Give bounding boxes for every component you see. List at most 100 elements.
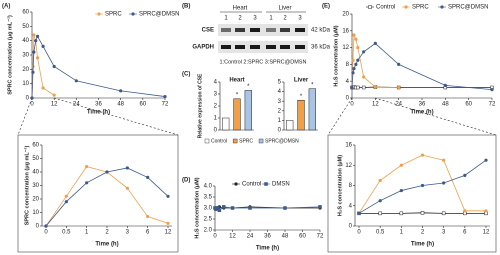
data-point [443, 83, 447, 87]
y-tick-label: 2.0 [204, 228, 213, 234]
bar [297, 99, 305, 131]
lane-label: 1 [269, 16, 273, 22]
x-tick-label: 72 [317, 234, 324, 240]
y-tick-label: 3 [278, 99, 282, 105]
x-tick-label: 1 [400, 230, 404, 236]
legend-swatch [232, 138, 238, 144]
y-axis-label: SPRC concentration (μg mL⁻¹) [6, 15, 13, 95]
blot-strip [218, 24, 308, 36]
data-point [440, 5, 444, 9]
data-point [484, 209, 488, 213]
data-point [378, 211, 382, 216]
y-axis-label: Relative expression of CSE [197, 73, 203, 138]
y-tick-label: 0 [349, 224, 353, 230]
legend-label: SPRC [105, 12, 122, 18]
y-tick-label: 60 [22, 10, 29, 16]
x-axis-label: Time (h) [87, 110, 110, 116]
data-point [35, 56, 40, 60]
series-line [351, 34, 399, 88]
y-tick-label: 60 [32, 143, 39, 149]
y-tick-label: 2.5 [204, 217, 213, 223]
bar [286, 120, 294, 131]
data-point [264, 182, 268, 186]
x-tick-label: 0 [44, 230, 48, 236]
data-point [351, 71, 355, 75]
data-point [163, 94, 167, 99]
data-point [35, 34, 40, 38]
y-tick-label: 4 [278, 89, 282, 95]
legend-label: Control [211, 138, 227, 144]
y-axis-label: H₂S concentration (μM) [194, 177, 200, 238]
data-point [441, 211, 446, 216]
y-tick-label: 50 [32, 156, 39, 162]
y-tick-label: 20 [342, 12, 349, 18]
data-point [351, 58, 355, 62]
tissue-label: Liver [278, 6, 291, 12]
x-axis-label: Time (h) [410, 110, 433, 116]
data-point [420, 153, 425, 157]
y-tick-label: 12 [345, 163, 352, 169]
x-axis-label: Time (h) [411, 242, 434, 248]
data-point [146, 175, 150, 179]
x-tick-label: 0 [357, 230, 361, 236]
x-tick-label: 24 [247, 234, 254, 240]
y-tick-label: 0 [214, 128, 218, 134]
data-point [74, 79, 78, 83]
y-tick-label: 2 [278, 108, 282, 114]
y-tick-label: 20 [32, 197, 39, 203]
data-point [64, 200, 68, 204]
zoom-connector [327, 97, 353, 136]
panel-label: (B) [182, 4, 190, 10]
x-tick-label: 12 [229, 234, 236, 240]
y-tick-label: 1 [278, 118, 282, 124]
data-point [368, 5, 372, 9]
y-tick-label: 3.0 [204, 206, 213, 212]
lane-label: 2 [238, 16, 242, 22]
zoom-connector [374, 97, 497, 136]
data-point [356, 58, 360, 62]
x-tick-label: 36 [419, 102, 426, 108]
lane-label: 3 [253, 16, 257, 22]
legend-label: SPRC@DMSN [139, 12, 179, 18]
inset-frame [17, 134, 179, 253]
x-tick-label: 12 [165, 230, 172, 236]
data-point [125, 186, 129, 190]
data-point [350, 85, 354, 90]
x-tick-label: 48 [117, 102, 124, 108]
data-point [234, 182, 238, 186]
y-tick-label: 5 [278, 80, 282, 86]
legend-label: Control [242, 182, 261, 188]
data-point [399, 211, 404, 216]
y-tick-label: 30 [22, 53, 29, 59]
data-point [420, 183, 425, 188]
y-tick-label: 16 [342, 28, 349, 34]
tissue-label: Liver [294, 78, 309, 84]
data-point [41, 86, 45, 90]
x-tick-label: 48 [282, 234, 289, 240]
x-tick-label: 1 [85, 230, 89, 236]
y-tick-label: 10 [32, 210, 39, 216]
data-point [356, 46, 360, 50]
data-point [64, 194, 68, 198]
data-point [85, 165, 89, 169]
legend-swatch [204, 138, 210, 144]
legend-label: Control [376, 5, 395, 11]
x-tick-label: 60 [139, 102, 146, 108]
significance: * [247, 84, 250, 90]
x-tick-label: 60 [465, 102, 472, 108]
data-point [354, 37, 358, 41]
x-tick-label: 36 [95, 102, 102, 108]
legend-label: SPRC [412, 5, 429, 11]
band-size: 36 kDa [311, 45, 331, 51]
y-tick-label: 40 [32, 170, 39, 176]
x-tick-label: 24 [395, 102, 402, 108]
lane-key: 1:Control 2:SPRC 3:SPRC@DMSN [220, 59, 307, 65]
y-tick-label: 3.5 [204, 195, 213, 201]
y-tick-label: 4.0 [204, 184, 213, 190]
data-point [399, 188, 403, 193]
tissue-label: Heart [229, 78, 244, 84]
x-tick-label: 6 [463, 230, 467, 236]
x-tick-label: 2 [105, 230, 109, 236]
data-point [373, 41, 377, 46]
